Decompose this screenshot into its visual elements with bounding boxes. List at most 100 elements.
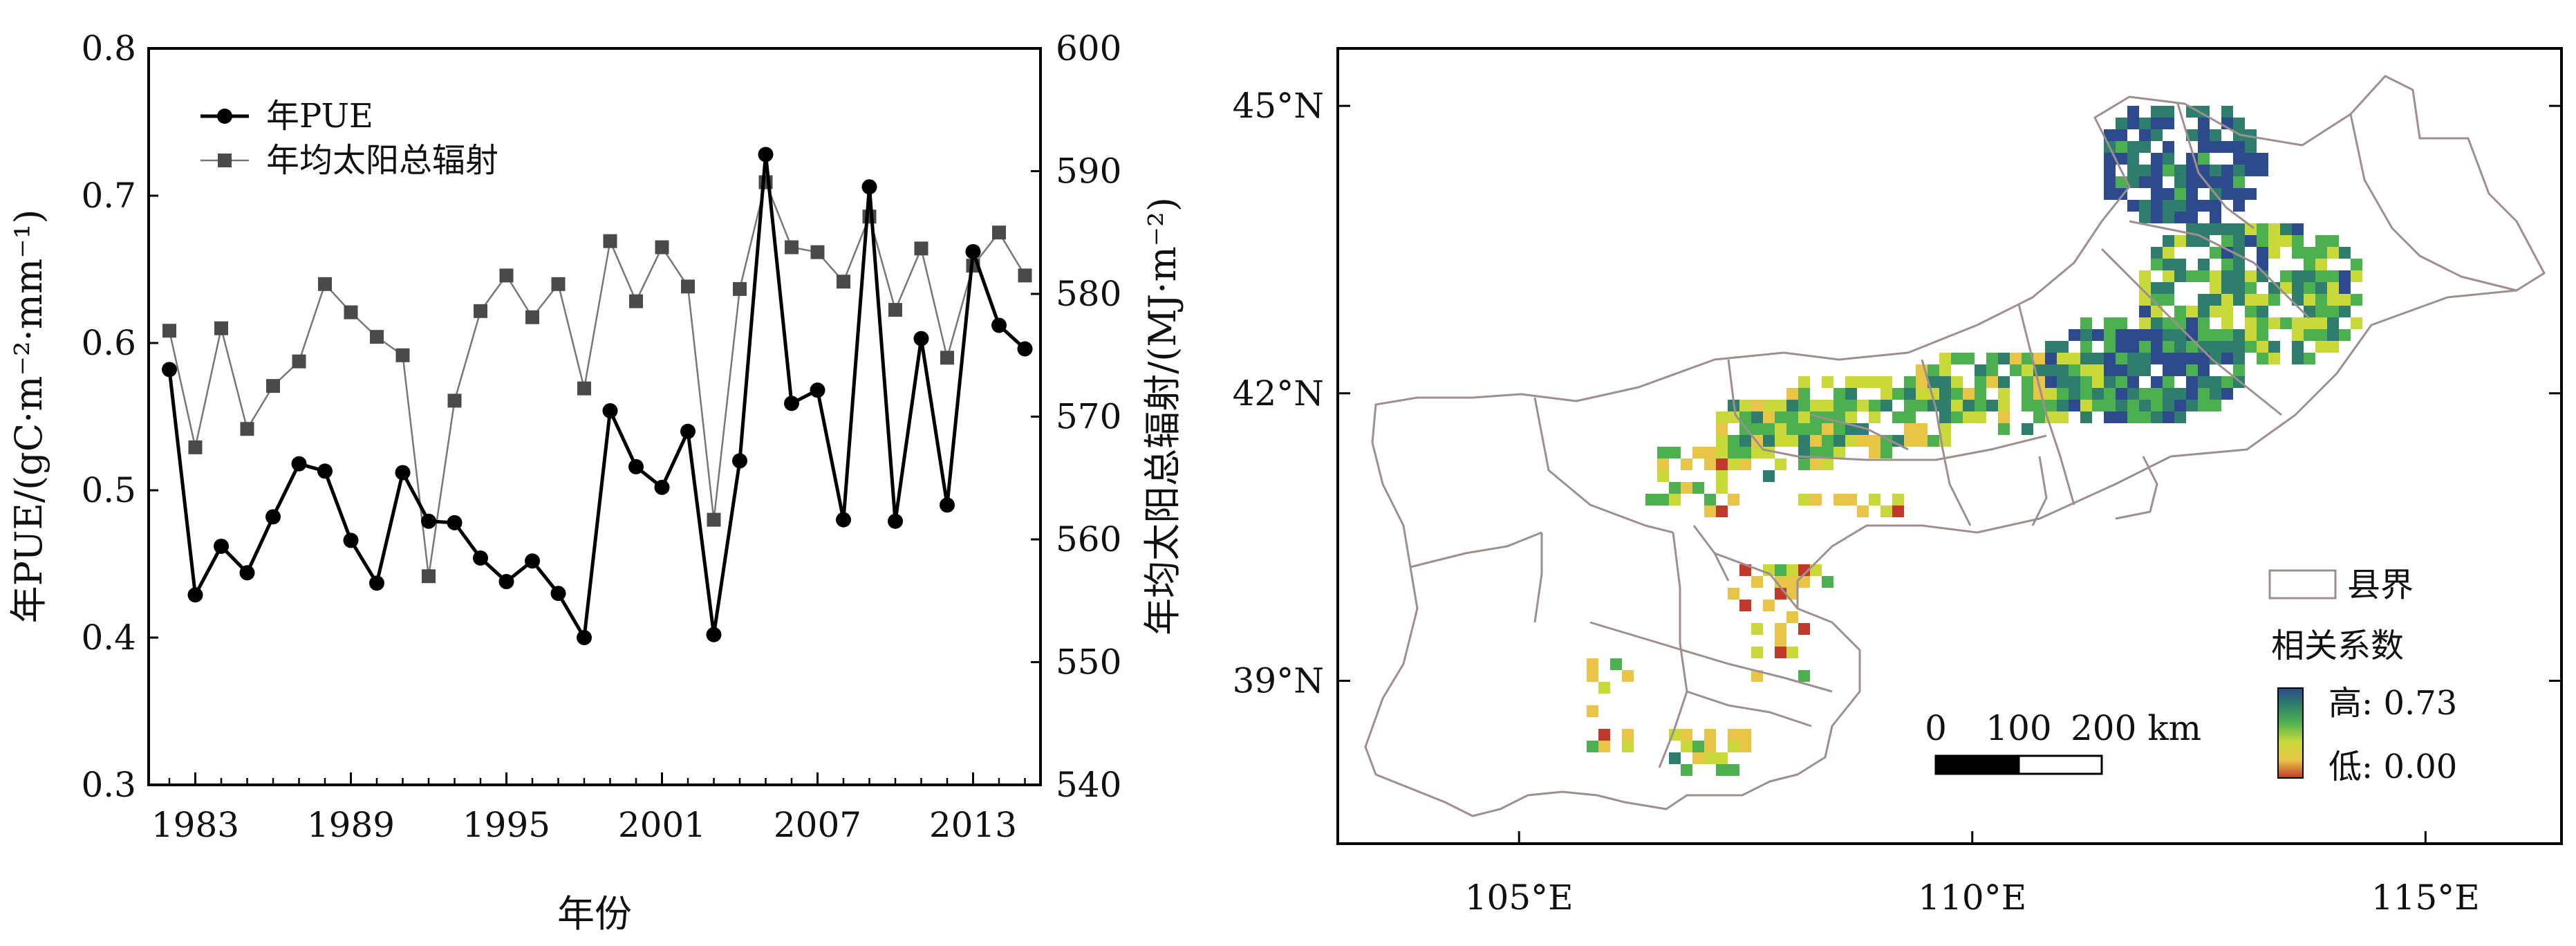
correlation-pixel (2268, 353, 2280, 364)
radiation-point (292, 354, 306, 369)
radiation-point (707, 512, 721, 527)
radiation-point (240, 422, 254, 436)
correlation-pixel (2245, 141, 2257, 153)
correlation-pixel (2186, 188, 2198, 200)
radiation-point (499, 268, 514, 283)
right-tick-label: 540 (1056, 765, 1121, 805)
correlation-pixel (2268, 317, 2280, 329)
correlation-pixel (1786, 576, 1798, 588)
pue-point (680, 423, 696, 439)
correlation-pixel (1692, 447, 1704, 458)
correlation-pixel (2069, 329, 2080, 341)
correlation-pixel (2127, 376, 2139, 388)
correlation-pixel (2245, 270, 2257, 282)
correlation-pixel (2104, 129, 2116, 141)
correlation-pixel (2163, 364, 2174, 376)
correlation-pixel (2210, 353, 2221, 364)
correlation-pixel (2174, 329, 2186, 341)
correlation-pixel (2198, 329, 2210, 341)
correlation-pixel (1669, 752, 1681, 764)
correlation-pixel (2127, 153, 2139, 165)
correlation-pixel (2221, 353, 2233, 364)
correlation-pixel (2174, 400, 2186, 411)
correlation-pixel (2045, 376, 2057, 388)
correlation-pixel (2304, 353, 2315, 364)
correlation-pixel (1857, 506, 1869, 517)
correlation-pixel (2151, 306, 2163, 317)
correlation-pixel (1704, 458, 1716, 470)
correlation-pixel (1786, 400, 1798, 411)
left-tick-label: 0.6 (81, 323, 136, 363)
correlation-pixel (2198, 200, 2210, 212)
correlation-pixel (2315, 341, 2327, 353)
right-tick-label: 560 (1056, 519, 1121, 559)
correlation-pixel (1951, 400, 1963, 411)
correlation-pixel (2116, 364, 2127, 376)
correlation-pixel (1845, 411, 1857, 423)
correlation-pixel (2198, 388, 2210, 400)
correlation-pixel (2163, 388, 2174, 400)
correlation-pixel (2163, 376, 2174, 388)
correlation-pixel (2139, 200, 2151, 212)
correlation-pixel (1857, 400, 1869, 411)
correlation-pixel (1939, 411, 1951, 423)
correlation-pixel (2245, 235, 2257, 247)
correlation-pixel (2116, 411, 2127, 423)
correlation-pixel (1810, 435, 1822, 447)
correlation-pixel (1869, 447, 1880, 458)
correlation-pixel (1669, 447, 1681, 458)
left-tick-label: 0.3 (81, 765, 136, 805)
scale-bar: 0 100 200 km (1925, 708, 2201, 775)
line-chart: 0.3 0.4 0.5 0.6 0.7 0.8 540 550 560 570 580 590 600… (7, 28, 1184, 936)
correlation-pixel (2174, 306, 2186, 317)
correlation-pixel (1775, 400, 1786, 411)
correlation-pixel (2116, 188, 2127, 200)
correlation-pixel (1857, 435, 1869, 447)
correlation-pixel (2104, 353, 2116, 364)
radiation-point (1018, 268, 1032, 283)
correlation-pixel (2127, 341, 2139, 353)
correlation-pixel (1798, 423, 1810, 435)
correlation-pixel (1998, 353, 2010, 364)
pue-point (654, 479, 670, 495)
correlation-pixel (2327, 294, 2339, 306)
pue-point (836, 512, 851, 528)
correlation-pixel (2116, 141, 2127, 153)
correlation-pixel (2198, 118, 2210, 129)
correlation-pixel (2127, 329, 2139, 341)
radiation-point (525, 310, 539, 324)
correlation-pixel (2057, 364, 2069, 376)
correlation-pixel (2210, 376, 2221, 388)
correlation-pixel (2116, 317, 2127, 329)
correlation-pixel (2233, 282, 2245, 294)
correlation-pixel (1798, 458, 1810, 470)
correlation-pixel (2339, 294, 2351, 306)
correlation-pixel (2139, 400, 2151, 411)
correlation-pixel (2245, 165, 2257, 176)
correlation-pixel (1798, 670, 1810, 682)
correlation-pixel (2104, 153, 2116, 165)
correlation-pixel (2045, 353, 2057, 364)
radiation-point (862, 210, 877, 224)
radiation-point (395, 348, 410, 362)
correlation-pixel (2233, 353, 2245, 364)
region-outline (1364, 75, 2546, 817)
correlation-pixel (2257, 153, 2268, 165)
correlation-pixel (2022, 353, 2033, 364)
pue-point (628, 458, 644, 474)
correlation-pixel (2116, 153, 2127, 165)
lat-tick-label: 42°N (1233, 373, 1324, 414)
county-line (1727, 359, 2047, 461)
correlation-pixel (1904, 435, 1916, 447)
correlation-pixel (1751, 400, 1763, 411)
pue-point (214, 538, 229, 554)
correlation-pixel (2104, 317, 2116, 329)
correlation-pixel (2151, 294, 2163, 306)
correlation-pixel (1681, 482, 1692, 494)
correlation-pixel (1716, 447, 1728, 458)
correlation-pixel (1610, 658, 1622, 670)
correlation-pixel (1704, 752, 1716, 764)
correlation-pixel (2221, 259, 2233, 270)
correlation-pixel (1704, 506, 1716, 517)
